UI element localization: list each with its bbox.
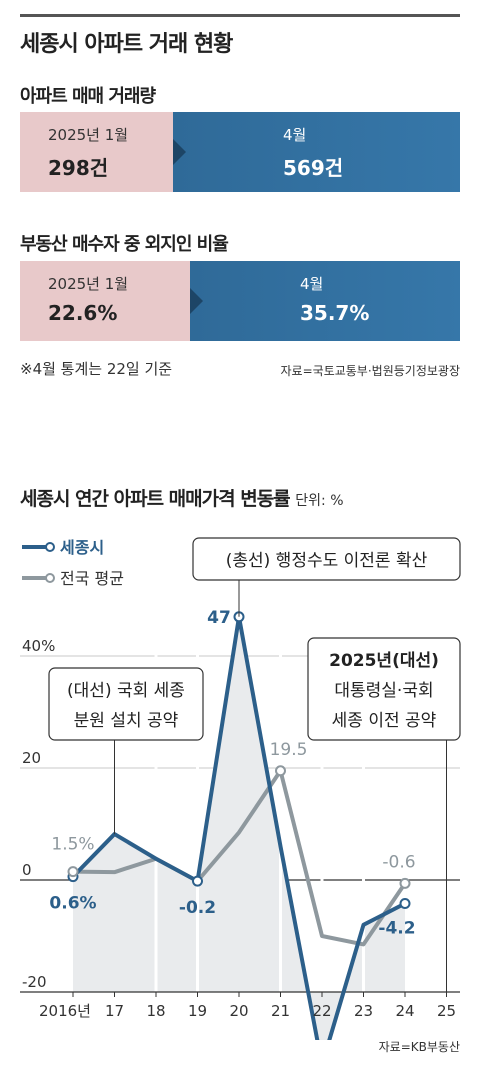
data-point: [275, 765, 286, 777]
data-point: [399, 898, 411, 910]
annotation-text: 세종 이전 공약: [332, 711, 437, 731]
annotation-text: 2025년(대선): [329, 651, 439, 671]
series-line-national: [71, 768, 407, 947]
x-tick-label: 25: [437, 1002, 456, 1020]
outside-buyers-jan-label: 2025년 1월: [48, 275, 129, 293]
legend-label: 전국 평균: [60, 569, 124, 588]
line-chart: 40% 20 0 -20 0.6% 1.5% -0.2 47 19.5 -0.6 -4.2 (대선…: [20, 537, 461, 1040]
y-tick-label: 20: [22, 749, 41, 767]
legend-marker: [45, 542, 55, 552]
annotation-box: [192, 537, 461, 581]
y-tick-label: 40%: [22, 637, 55, 655]
point-label: 47: [207, 608, 231, 628]
annotation-text: 대통령실·국회: [334, 681, 433, 701]
x-tick-label: 18: [146, 1002, 165, 1020]
legend-label: 세종시: [60, 538, 104, 557]
top-rule: [20, 14, 460, 17]
x-tick-label: 2016년: [39, 1002, 91, 1020]
data-point: [192, 875, 203, 887]
outside-buyers-apr-segment: 4월 35.7%: [190, 261, 460, 341]
x-tick-label: 23: [354, 1002, 373, 1020]
unit-label: 단위: %: [295, 493, 344, 509]
source-top: 자료=국토교통부·법원등기정보광장: [280, 364, 460, 378]
trade-volume-apr-value: 569건: [283, 156, 344, 180]
chart-title: 세종시 연간 아파트 매매가격 변동률 단위: %: [20, 484, 344, 511]
trade-volume-jan-label: 2025년 1월: [48, 126, 129, 144]
outside-buyers-jan-segment: 2025년 1월 22.6%: [20, 261, 190, 341]
trade-volume-apr-segment: 4월 569건: [173, 112, 460, 192]
x-tick-label: 24: [395, 1002, 414, 1020]
point-label: 0.6%: [49, 894, 96, 914]
x-tick-label: 22: [312, 1002, 331, 1020]
page-title: 세종시 아파트 거래 현황: [20, 32, 233, 57]
outside-buyers-apr-value: 35.7%: [300, 301, 370, 325]
annotation-box: [307, 637, 461, 741]
x-tick-label: 19: [188, 1002, 207, 1020]
outside-buyers-bar: 2025년 1월 22.6% 4월 35.7%: [20, 261, 460, 341]
source-bottom: 자료=KB부동산: [378, 1040, 460, 1054]
outside-buyers-jan-value: 22.6%: [48, 301, 118, 325]
chart-title-text: 세종시 연간 아파트 매매가격 변동률: [20, 488, 291, 510]
annotation-text: (총선) 행정수도 이전론 확산: [226, 551, 428, 571]
legend-marker: [45, 573, 55, 583]
y-tick-label: -20: [22, 973, 47, 991]
trade-volume-apr-label: 4월: [283, 126, 307, 144]
trade-volume-jan-segment: 2025년 1월 298건: [20, 112, 173, 192]
outside-buyers-apr-label: 4월: [300, 275, 324, 293]
y-tick-label: 0: [22, 861, 32, 879]
arrow-icon: [190, 288, 203, 314]
annotation-box: [48, 667, 204, 741]
point-label: -4.2: [378, 919, 415, 939]
trade-volume-bar: 2025년 1월 298건 4월 569건: [20, 112, 460, 192]
point-label: 19.5: [270, 740, 308, 760]
trade-volume-title: 아파트 매매 거래량: [20, 86, 156, 107]
annotation-text: (대선) 국회 세종: [67, 681, 185, 701]
x-tick-label: 21: [271, 1002, 290, 1020]
x-tick-label: 17: [105, 1002, 124, 1020]
annotation-text: 분원 설치 공약: [74, 711, 179, 731]
footnote: ※4월 통계는 22일 기준: [20, 360, 173, 378]
point-label: -0.6: [382, 852, 415, 872]
outside-buyers-title: 부동산 매수자 중 외지인 비율: [20, 234, 229, 255]
point-label: -0.2: [179, 898, 216, 918]
point-label: 1.5%: [51, 835, 94, 855]
arrow-icon: [173, 139, 186, 165]
data-point: [399, 877, 411, 889]
x-tick-label: 20: [229, 1002, 248, 1020]
trade-volume-jan-value: 298건: [48, 156, 109, 180]
data-point: [67, 866, 79, 878]
